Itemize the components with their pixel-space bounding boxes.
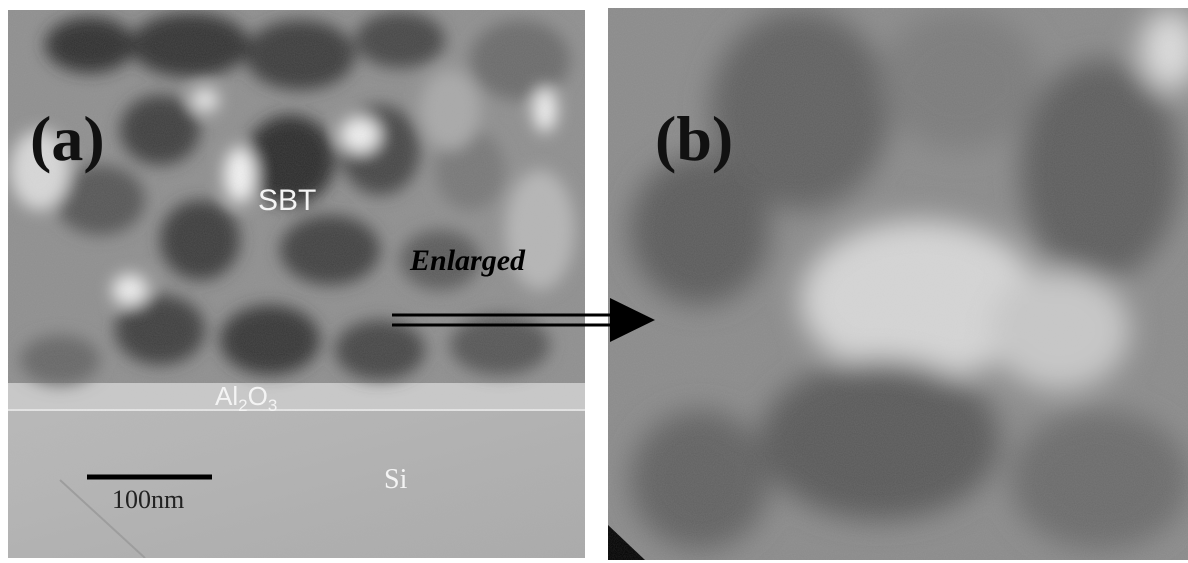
layer-label: SBT	[258, 184, 316, 217]
label-part: Al	[215, 381, 238, 411]
label-subscript: 3	[268, 396, 277, 415]
figure: (a) SBT Al2O3 Si 100nm Enlarged (b)	[0, 0, 1188, 563]
panel-label: (a)	[30, 103, 105, 174]
panel-b-image	[608, 8, 1188, 560]
layer-label: Si	[384, 464, 408, 495]
panel-label: (b)	[655, 103, 733, 174]
scale-label: 100nm	[112, 485, 184, 514]
arrow-label: Enlarged	[409, 244, 526, 277]
label-part: O	[248, 381, 268, 411]
label-subscript: 2	[238, 396, 247, 415]
page: {"panel_a": {"label": "(a)", "sbt": "SBT…	[0, 0, 1188, 563]
